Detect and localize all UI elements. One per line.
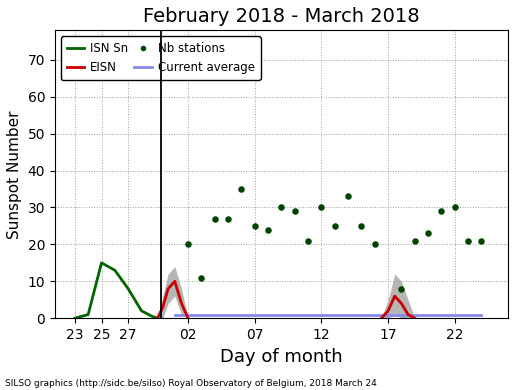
Point <box>278 204 286 211</box>
Point <box>251 223 259 229</box>
Point <box>437 208 445 214</box>
Point <box>424 230 432 236</box>
Point <box>331 223 339 229</box>
Title: February 2018 - March 2018: February 2018 - March 2018 <box>143 7 420 26</box>
Point <box>237 186 246 192</box>
Point <box>304 238 312 244</box>
Point <box>397 285 405 292</box>
Point <box>464 238 472 244</box>
Text: SILSO graphics (http://sidc.be/silso) Royal Observatory of Belgium, 2018 March 2: SILSO graphics (http://sidc.be/silso) Ro… <box>5 379 377 388</box>
Y-axis label: Sunspot Number: Sunspot Number <box>7 110 22 239</box>
Point <box>317 204 325 211</box>
Point <box>477 238 486 244</box>
Legend: ISN Sn, EISN, Nb stations, Current average: ISN Sn, EISN, Nb stations, Current avera… <box>61 36 261 80</box>
Point <box>371 241 379 248</box>
Point <box>410 238 419 244</box>
Point <box>197 275 205 281</box>
Point <box>264 227 272 233</box>
Point <box>224 215 232 222</box>
Point <box>451 204 459 211</box>
Point <box>184 241 192 248</box>
Point <box>290 208 299 214</box>
Point <box>344 193 352 200</box>
X-axis label: Day of month: Day of month <box>220 347 343 365</box>
Point <box>357 223 366 229</box>
Point <box>211 215 219 222</box>
